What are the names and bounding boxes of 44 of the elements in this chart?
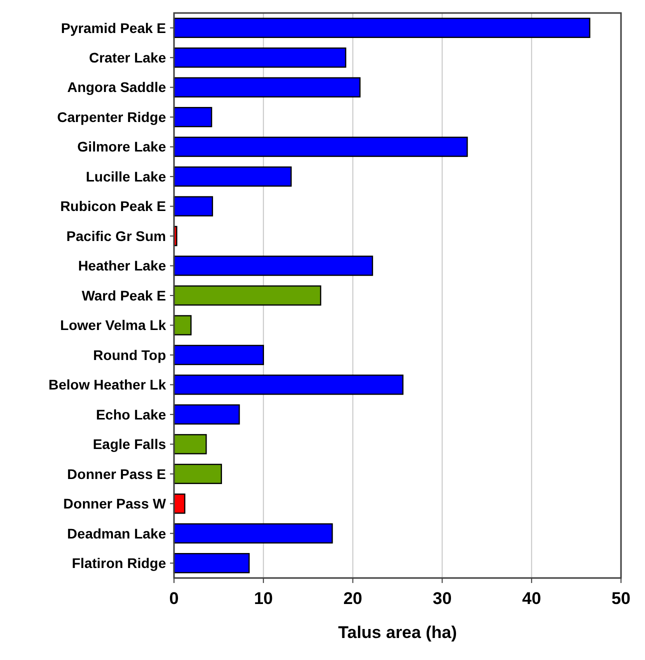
y-tick-label: Ward Peak E [82,287,166,304]
x-tick-label: 40 [522,589,542,608]
bar [173,18,590,38]
bar [173,374,404,395]
bar [173,166,292,187]
y-tick-label: Deadman Lake [67,525,166,542]
bar [173,196,214,216]
y-tick-label: Pacific Gr Sum [66,228,166,244]
y-tick-label: Round Top [93,346,166,363]
y-tick-label: Pyramid Peak E [60,20,166,36]
y-tick-label: Carpenter Ridge [57,108,166,125]
bar [173,494,186,514]
y-tick-label: Below Heather Lk [48,376,166,393]
y-tick-label: Donner Pass W [63,496,167,512]
y-tick-label: Crater Lake [88,50,166,66]
bar [173,47,346,68]
bar [173,285,322,306]
y-tick-label: Angora Saddle [67,79,166,96]
x-tick-label: 50 [612,589,630,608]
y-tick-label: Echo Lake [96,406,166,422]
bar [173,553,250,574]
y-tick-label: Lower Velma Lk [60,317,166,334]
x-tick-label: 30 [432,589,452,608]
x-axis-title: Talus area (ha) [338,623,457,642]
bar [173,523,333,544]
bar [173,464,222,484]
y-tick-label: Gilmore Lake [77,138,166,155]
bar [173,434,207,454]
bar [173,256,374,276]
y-tick-label: Eagle Falls [92,436,166,452]
bar [173,315,192,336]
bar [173,106,212,128]
bar [173,77,361,98]
bar [173,136,468,157]
bar [173,344,264,366]
x-tick-label: 10 [254,589,273,608]
x-tick-label: 20 [343,589,362,608]
y-tick-label: Heather Lake [78,258,166,274]
y-tick-label: Donner Pass E [67,466,166,482]
x-tick-label: 0 [169,589,179,608]
bar [173,404,240,425]
y-tick-label: Flatiron Ridge [72,555,166,572]
y-tick-label: Rubicon Peak E [60,198,166,214]
y-tick-label: Lucille Lake [86,168,166,184]
